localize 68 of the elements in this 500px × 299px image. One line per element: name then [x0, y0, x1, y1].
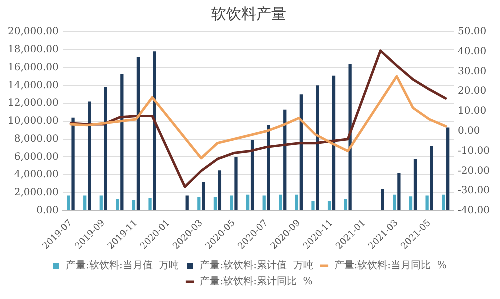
bar: [148, 198, 152, 210]
bar: [442, 194, 446, 210]
bar: [250, 140, 254, 210]
y-tick-label: 16,000.00: [8, 62, 59, 74]
y-tick-label: 6,000.00: [14, 152, 59, 163]
legend-label: 产量:软饮料:累计值 万吨: [200, 260, 314, 272]
bar: [295, 194, 299, 210]
bar: [202, 182, 206, 210]
bar: [88, 102, 92, 210]
bar: [72, 118, 75, 210]
bar: [136, 57, 140, 210]
bar: [426, 196, 429, 210]
legend-label: 产量:软饮料:当月值 万吨: [66, 260, 180, 272]
bar: [153, 52, 156, 210]
bar: [218, 170, 222, 210]
bar: [67, 196, 70, 210]
bar: [348, 64, 352, 210]
y-tick-label: 4,000.00: [14, 170, 59, 181]
y-tick-label: 10,000.00: [8, 116, 59, 128]
bar: [312, 201, 315, 210]
bar: [116, 199, 120, 210]
bar: [234, 157, 238, 210]
y-tick-label: 2,000.00: [14, 188, 59, 199]
bar: [284, 110, 287, 210]
bar: [262, 196, 266, 210]
y-tick-label: 0.00: [36, 206, 59, 217]
bar: [332, 76, 336, 210]
legend-label: 产量:软饮料:累计同比 %: [200, 276, 313, 288]
bar: [446, 128, 450, 210]
y2-tick-label: -20.00: [458, 166, 490, 177]
y2-tick-label: 20.00: [458, 86, 487, 98]
y2-tick-label: 0.00: [458, 126, 480, 137]
y-tick-label: 20,000.00: [8, 26, 59, 38]
bar: [198, 198, 201, 210]
bar: [120, 74, 124, 210]
legend-label: 产量:软饮料:当月同比 %: [334, 260, 447, 272]
bar: [279, 194, 282, 210]
y2-tick-label: 10.00: [458, 106, 487, 118]
bar: [381, 189, 384, 210]
bar: [409, 196, 413, 210]
bar: [316, 86, 320, 210]
y2-tick-label: -40.00: [458, 206, 490, 217]
bar: [100, 196, 103, 210]
bar: [344, 199, 348, 210]
bar: [214, 198, 218, 210]
chart-title: 软饮料产量: [212, 4, 286, 23]
y2-tick-label: -30.00: [458, 186, 490, 197]
y-tick-label: 12,000.00: [8, 98, 59, 110]
bar: [84, 196, 87, 210]
bar: [430, 146, 434, 210]
y2-tick-label: 50.00: [458, 26, 487, 38]
bar: [267, 125, 270, 210]
y-tick-label: 14,000.00: [8, 80, 59, 92]
bar: [104, 87, 108, 210]
bar: [230, 196, 234, 210]
y2-tick-label: 40.00: [458, 46, 487, 58]
bar: [300, 94, 303, 210]
bar: [414, 159, 418, 210]
y2-tick-label: -10.00: [458, 146, 490, 157]
y-tick-label: 8,000.00: [14, 134, 59, 145]
y-tick-label: 18,000.00: [8, 44, 59, 56]
bar: [132, 200, 136, 210]
bar: [246, 194, 250, 210]
bar: [186, 196, 189, 210]
bar: [328, 201, 332, 210]
y2-tick-label: 30.00: [458, 66, 487, 78]
bar: [393, 194, 396, 210]
bar: [398, 173, 401, 210]
